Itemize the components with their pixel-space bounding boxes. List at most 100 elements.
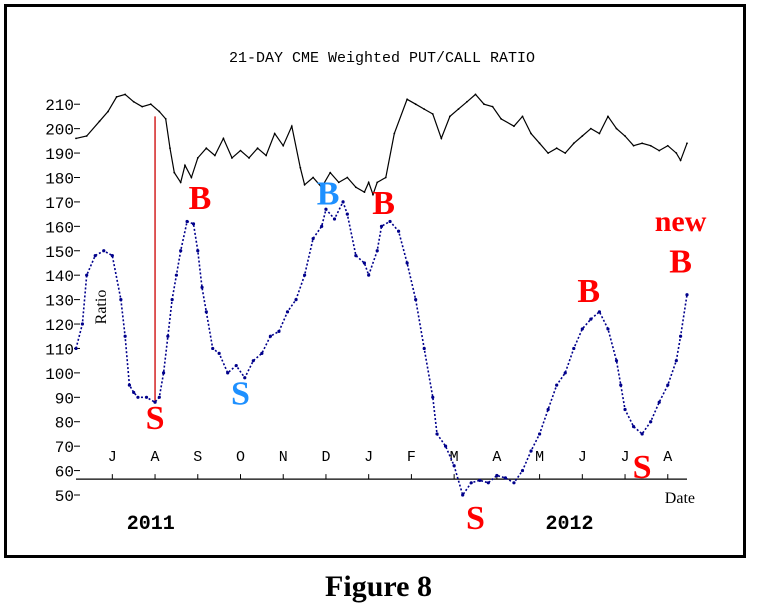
chart-plot: 21-DAY CME Weighted PUT/CALL RATIO Ratio… [45,50,707,537]
series-point [354,186,357,189]
series-point [483,103,485,106]
series-point [555,147,558,150]
series-point [213,154,216,157]
series-point [285,310,290,314]
series-point [580,327,584,331]
series-point [337,181,340,184]
x-tick-label: J [578,449,587,466]
x-tick-label: F [407,449,416,466]
series-point [153,400,157,404]
series-point [666,383,670,387]
series-point [268,334,273,338]
signal-label: S [633,449,652,486]
series-point [478,478,482,482]
y-tick-label: 70 [55,439,74,457]
series-point [466,100,468,103]
series-point [414,103,417,106]
series-group [74,93,689,497]
series-point [597,310,602,314]
series-point [190,176,193,179]
series-point [547,152,550,154]
y-tick-label: 110 [45,341,74,359]
series-point [589,317,593,321]
y-tick-label: 100 [45,366,74,384]
series-point [205,147,208,150]
series-point [302,273,307,277]
series-point [649,420,653,424]
y-tick-label: 150 [45,244,74,262]
series-point [440,137,443,140]
series-point [127,383,132,387]
series-point [606,327,610,331]
series-point [572,346,576,351]
series-point [423,108,426,110]
series-point [290,125,293,128]
y-tick-label: 170 [45,195,74,213]
series-point [607,115,609,118]
series-point [619,383,623,387]
signal-label: S [146,400,165,437]
series-point [572,142,575,145]
series-point [678,334,683,338]
chart-title: 21-DAY CME Weighted PUT/CALL RATIO [229,50,535,67]
series-point [185,219,189,224]
series-point [530,132,532,135]
series-point [452,464,456,468]
series-point [491,105,494,108]
series-point [132,100,135,103]
series-point [341,200,345,204]
series-point [332,217,337,221]
series-point [144,395,149,399]
series-point [324,207,328,211]
series-point [169,147,171,150]
series-point [513,125,515,128]
series-point [211,346,215,351]
series-point [119,298,123,302]
series-point [196,157,199,159]
y-tick-label: 190 [45,146,74,164]
series-point [641,142,644,145]
series-point [85,135,88,137]
series-point [431,395,435,399]
figure-caption: Figure 8 [325,570,432,603]
x-tick-label: D [321,449,330,466]
series-point [200,285,204,289]
y-tick-label: 210 [45,97,74,115]
y-tick-label: 140 [45,268,74,286]
series-point [686,142,688,145]
signal-label: new [655,205,707,238]
series-point [615,127,618,130]
series-point [222,137,225,140]
series-point [367,273,371,277]
series-point [379,224,384,228]
series-point [191,222,196,226]
series-point [170,298,174,302]
series-point [422,346,426,351]
series-point [396,229,401,233]
series-point [521,115,524,118]
series-point [98,120,101,123]
series-point [248,157,250,159]
signal-label: S [466,500,485,537]
series-point [115,95,118,98]
series-point [277,329,281,333]
series-point [657,400,661,404]
y-tick-label: 60 [55,464,74,482]
y-axis-label: Ratio [93,290,110,325]
series-point [158,110,161,113]
series-point [631,425,636,429]
x-tick-label: A [151,449,160,466]
series-point [102,249,106,253]
chart-frame: 21-DAY CME Weighted PUT/CALL RATIO Ratio… [4,4,746,558]
series-point [675,152,678,154]
series-point [217,351,221,355]
series-point [679,159,682,162]
series-point [303,183,306,186]
series-point [564,152,567,154]
series-point [598,132,601,135]
series-point [161,371,166,375]
series-point [363,191,366,194]
series-point [520,468,525,473]
